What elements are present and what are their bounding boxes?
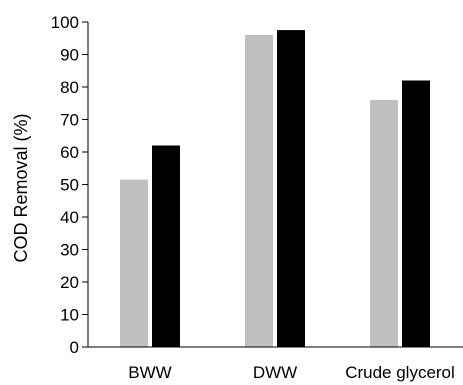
y-tick-label: 20 <box>60 273 79 292</box>
y-tick-label: 30 <box>60 241 79 260</box>
y-tick-label: 70 <box>60 111 79 130</box>
x-tick-label: Crude glycerol <box>345 363 455 382</box>
y-tick-label: 80 <box>60 78 79 97</box>
y-tick-label: 40 <box>60 208 79 227</box>
bar-crude-glycerol-series-2 <box>402 80 430 347</box>
y-tick-label: 50 <box>60 176 79 195</box>
bars-layer <box>120 30 430 347</box>
x-tick-label: BWW <box>128 363 171 382</box>
x-tick-labels: BWW DWW Crude glycerol <box>128 363 455 382</box>
y-ticks: 0 10 20 30 40 50 60 70 80 90 100 <box>51 13 88 357</box>
y-axis-title: COD Removal (%) <box>11 113 31 262</box>
bar-dww-series-2 <box>277 30 305 347</box>
x-tick-label: DWW <box>253 363 297 382</box>
bar-dww-series-1 <box>245 35 273 347</box>
y-tick-label: 10 <box>60 306 79 325</box>
y-tick-label: 0 <box>70 338 79 357</box>
y-tick-label: 100 <box>51 13 79 32</box>
y-tick-label: 90 <box>60 46 79 65</box>
bar-bww-series-2 <box>152 145 180 347</box>
bar-bww-series-1 <box>120 179 148 347</box>
y-tick-label: 60 <box>60 143 79 162</box>
bar-crude-glycerol-series-1 <box>370 100 398 347</box>
